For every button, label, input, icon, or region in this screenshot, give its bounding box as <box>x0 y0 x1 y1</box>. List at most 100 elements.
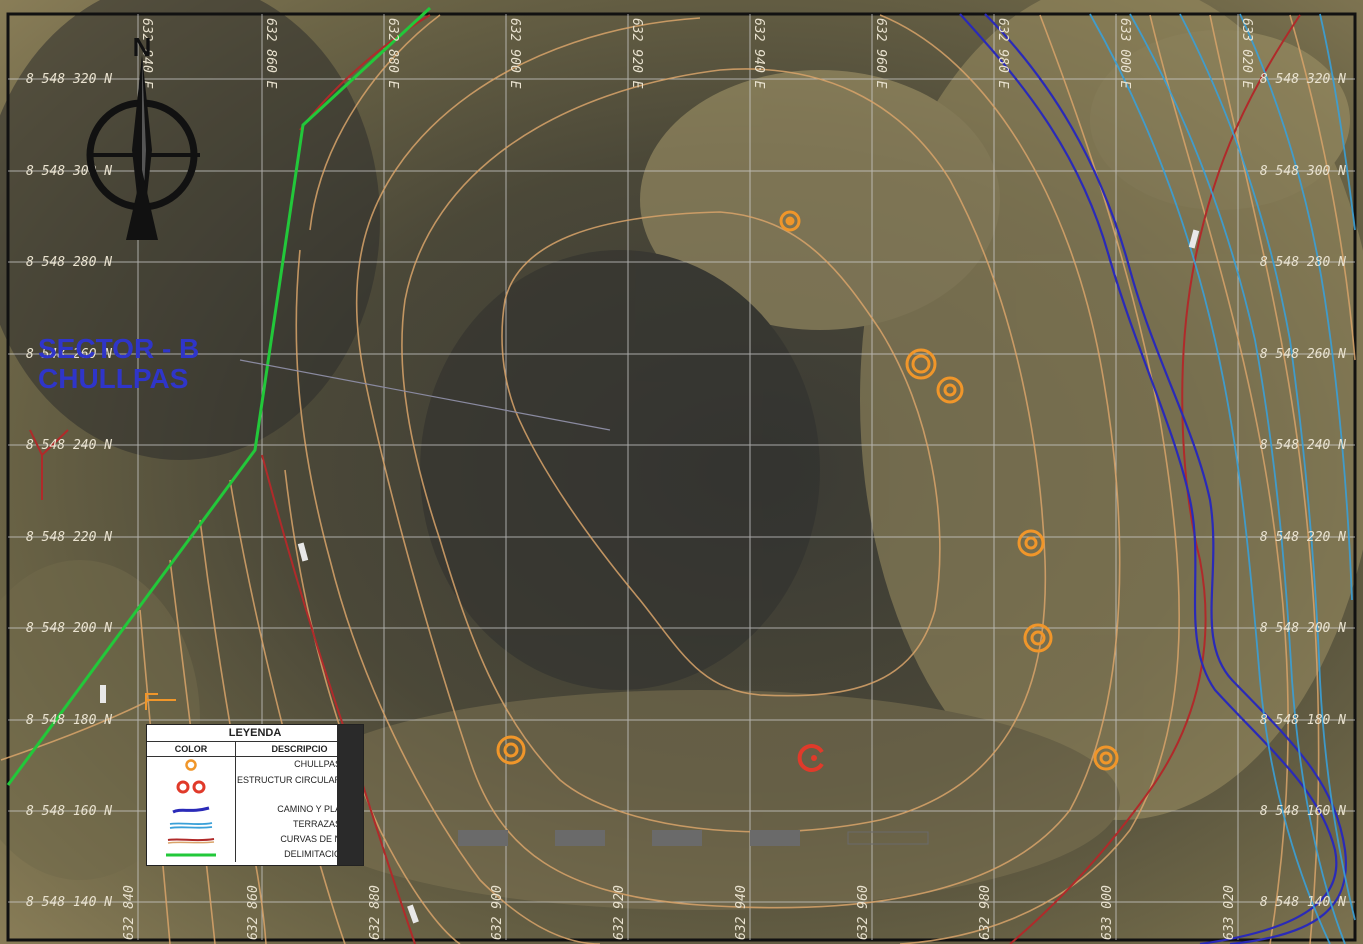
northing-label: 8 548 300 N <box>26 164 112 179</box>
easting-label: 632 880 E <box>385 18 400 89</box>
northing-label: 8 548 260 N <box>1260 347 1346 362</box>
legend-item-label: CAMINO Y PLA <box>277 804 341 814</box>
northing-label: 8 548 180 N <box>26 713 112 728</box>
easting-label: 632 860 <box>246 885 261 940</box>
northing-labels-left: 8 548 320 N 8 548 300 N 8 548 280 N 8 548 2… <box>26 72 112 910</box>
legend-item-label: ESTRUCTUR CIRCULAR <box>236 775 341 785</box>
map-frame <box>6 12 1357 942</box>
terrace-lines <box>1089 13 1356 944</box>
circular-structure-symbol-icon <box>147 772 236 802</box>
easting-label: 632 920 E <box>629 18 644 89</box>
terrace-line <box>1179 13 1356 921</box>
northing-label: 8 548 160 N <box>1260 804 1346 819</box>
northing-label: 8 548 200 N <box>1260 621 1346 636</box>
circular-structure-marker[interactable] <box>797 744 824 772</box>
legend-item-label: TERRAZAS <box>292 819 341 829</box>
easting-label: 632 900 E <box>507 18 522 89</box>
road-symbol-icon <box>147 802 236 817</box>
contour-line <box>401 68 1047 833</box>
contour-line <box>1289 14 1356 361</box>
scale-bar <box>458 830 929 846</box>
terrace-line <box>1239 13 1353 601</box>
northing-label: 8 548 220 N <box>1260 530 1346 545</box>
easting-label: 633 000 E <box>1117 18 1132 89</box>
easting-label: 632 900 <box>490 885 505 940</box>
northing-label: 8 548 240 N <box>26 438 112 453</box>
terrace-symbol-icon <box>147 817 236 832</box>
easting-labels-bottom: 632 840 632 860 632 880 632 900 632 920 632 9… <box>122 885 1237 940</box>
contour-line <box>0 699 151 761</box>
northing-label: 8 548 260 N <box>26 347 112 362</box>
northing-label: 8 548 320 N <box>1260 72 1346 87</box>
legend-item-contours: CURVAS DE N <box>147 832 363 847</box>
legend-item-circular-structure: ESTRUCTUR CIRCULAR <box>147 772 363 802</box>
road-lines <box>959 13 1347 944</box>
easting-label: 632 840 <box>122 885 137 940</box>
chullpa-markers[interactable] <box>496 210 1119 771</box>
legend-item-label: CHULLPAS <box>294 759 341 769</box>
chullpa-marker <box>936 376 964 404</box>
terrain-patches <box>0 0 1363 910</box>
legend-title: LEYENDA <box>147 725 363 742</box>
northing-label: 8 548 280 N <box>26 255 112 270</box>
terrace-line <box>1129 13 1346 944</box>
sector-label-line1: SECTOR - B <box>38 333 199 364</box>
easting-label: 632 940 <box>734 885 749 940</box>
contour-line <box>295 249 601 944</box>
easting-label: 632 980 E <box>995 18 1010 89</box>
easting-label: 632 880 <box>368 885 383 940</box>
index-contour-line <box>29 429 69 500</box>
chullpa-marker <box>1093 745 1119 771</box>
northing-label: 8 548 320 N <box>26 72 112 87</box>
chullpa-marker <box>779 210 801 232</box>
legend-col-desc: DESCRIPCIO <box>271 744 328 754</box>
easting-label: 633 020 E <box>1239 18 1254 89</box>
north-arrow-icon: N <box>86 32 200 240</box>
easting-label: 633 000 <box>1100 885 1115 940</box>
north-label: N <box>133 32 152 62</box>
chullpa-marker <box>1023 623 1053 653</box>
northing-label: 8 548 160 N <box>26 804 112 819</box>
easting-label: 632 960 <box>856 885 871 940</box>
delimitation-line <box>6 6 432 786</box>
sector-pointer-line <box>239 359 611 431</box>
contour-line <box>355 14 1121 909</box>
easting-label: 632 860 E <box>263 18 278 89</box>
chullpa-marker <box>1017 529 1045 557</box>
road-line <box>984 13 1347 944</box>
contour-symbol-icon <box>147 832 236 847</box>
northing-label: 8 548 300 N <box>1260 164 1346 179</box>
northing-label: 8 548 140 N <box>26 895 112 910</box>
easting-label: 632 980 <box>978 885 993 940</box>
index-contour-line <box>1009 14 1301 944</box>
easting-labels-top: 632 840 E 632 860 E 632 880 E 632 900 E 632 … <box>139 18 1254 89</box>
legend-header: COLOR DESCRIPCIO <box>147 742 363 757</box>
northing-label: 8 548 220 N <box>26 530 112 545</box>
legend-item-label: DELIMITACIO <box>284 849 341 859</box>
northing-label: 8 548 200 N <box>26 621 112 636</box>
delimitation-symbol-icon <box>147 847 236 862</box>
northing-labels-right: 8 548 320 N 8 548 300 N 8 548 280 N 8 548 2… <box>1260 72 1346 910</box>
legend-edge-strip <box>337 725 363 865</box>
site-marker-icon <box>145 693 176 710</box>
legend-item-terraces: TERRAZAS <box>147 817 363 832</box>
contour-line <box>1149 14 1289 944</box>
sector-label-line2: CHULLPAS <box>38 363 188 394</box>
terrace-line <box>1319 13 1356 231</box>
chullpa-symbol-icon <box>147 757 236 772</box>
legend-item-chullpas: CHULLPAS <box>147 757 363 772</box>
road-line <box>959 13 1338 944</box>
road-markers <box>100 229 1200 924</box>
legend-col-color: COLOR <box>147 742 236 756</box>
legend-item-delimitation: DELIMITACIO <box>147 847 363 862</box>
legend-box: LEYENDA COLOR DESCRIPCIO CHULLPAS ESTRUC… <box>146 724 364 866</box>
chullpa-marker <box>496 735 526 765</box>
northing-label: 8 548 140 N <box>1260 895 1346 910</box>
terrace-line <box>1089 13 1331 944</box>
northing-label: 8 548 180 N <box>1260 713 1346 728</box>
northing-label: 8 548 280 N <box>1260 255 1346 270</box>
northing-label: 8 548 240 N <box>1260 438 1346 453</box>
chullpa-marker <box>905 348 937 380</box>
legend-item-label: CURVAS DE N <box>280 834 341 844</box>
